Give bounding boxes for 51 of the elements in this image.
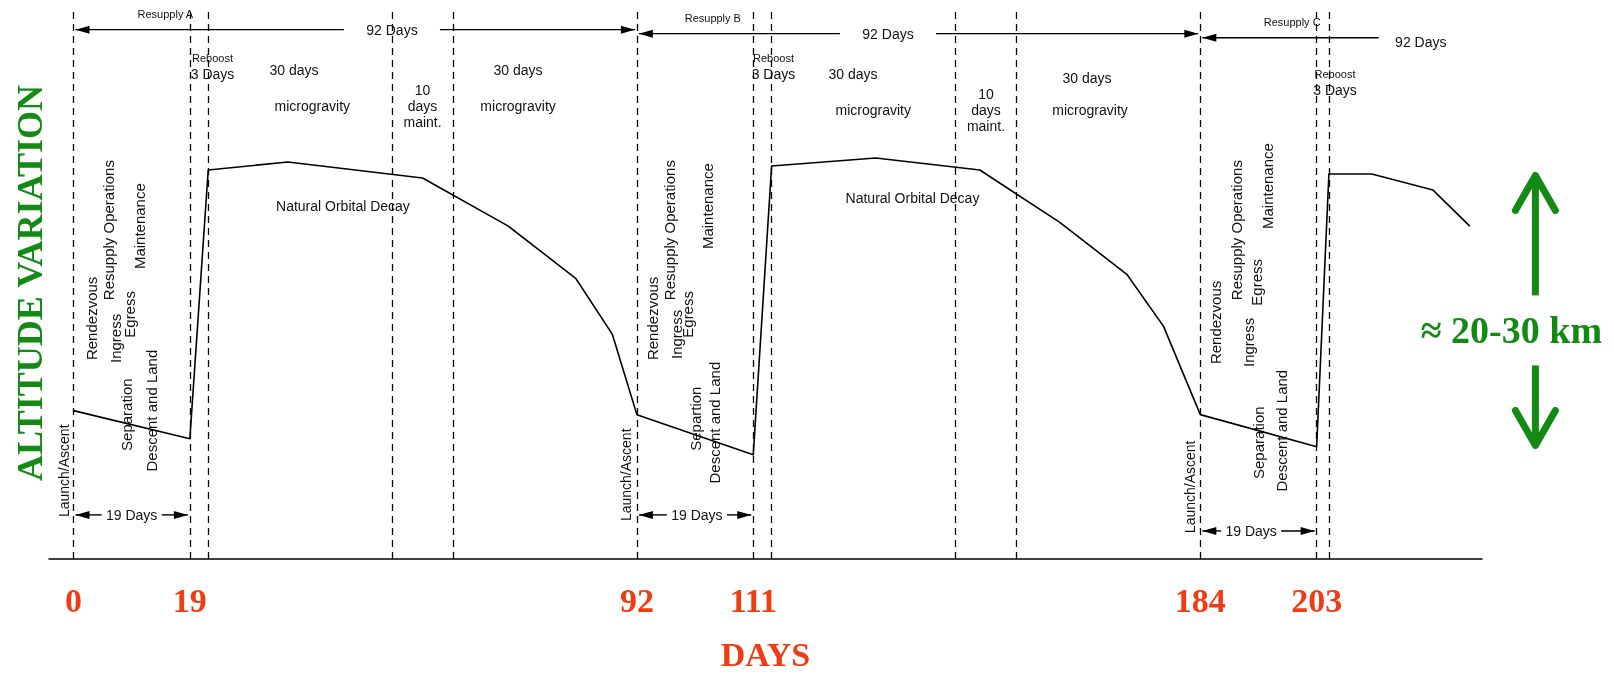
annotation: Launch/Ascent xyxy=(618,428,635,522)
annotation: Maintenance xyxy=(1259,143,1277,229)
text: 30 days xyxy=(1062,69,1112,86)
x-tick-label: 203 xyxy=(1291,581,1343,619)
annotation: Resupply Operations xyxy=(1227,160,1245,301)
annotation: Natural Orbital Decay xyxy=(845,190,980,207)
text: 92 Days xyxy=(862,25,914,42)
text: 3 Days xyxy=(190,65,235,82)
text: 10 days maint. xyxy=(966,85,1006,134)
annotation: 19 Days xyxy=(105,506,158,523)
annotation: Separation xyxy=(1249,406,1267,479)
annotation: Launch/Ascent xyxy=(1181,440,1198,534)
text: microgravity xyxy=(274,97,351,114)
text: Resupply B xyxy=(684,11,741,24)
text: 30 days xyxy=(828,65,878,82)
annotation: Descent and Land xyxy=(706,361,724,484)
x-tick-label: 111 xyxy=(729,581,777,619)
x-tick-label: 0 xyxy=(65,581,82,619)
annotation: Resupply Operations xyxy=(99,160,117,301)
x-tick-label: 92 xyxy=(619,581,654,619)
annotation: Rendezvous xyxy=(644,276,662,361)
text: Reboost xyxy=(752,51,794,64)
annotation: Rendezvous xyxy=(83,276,101,361)
x-axis-title: DAYS xyxy=(720,635,811,673)
x-tick-label: 19 xyxy=(172,581,207,619)
text: 30 days xyxy=(493,61,543,78)
annotation: ≈ 20-30 km xyxy=(1420,309,1603,352)
text: 10 days maint. xyxy=(403,81,442,130)
annotation: Maintenance xyxy=(131,183,149,270)
annotation: Rendezvous xyxy=(1207,280,1225,365)
annotation: Resupply Operations xyxy=(661,160,679,301)
text: microgravity xyxy=(835,101,912,118)
annotation: Ingress xyxy=(1239,317,1257,368)
text: microgravity xyxy=(1052,101,1128,118)
annotation: Separation xyxy=(118,378,136,451)
annotation: Launch/Ascent xyxy=(55,424,72,518)
text: microgravity xyxy=(480,97,556,114)
annotation: Egress xyxy=(1248,258,1266,306)
x-tick-label: 184 xyxy=(1174,581,1226,619)
text: Reboost xyxy=(192,51,233,64)
annotation: Descent and Land xyxy=(1272,369,1290,492)
y-axis-title: ALTITUDE VARIATION xyxy=(10,85,50,481)
text: 30 days xyxy=(269,61,319,78)
annotation: Descent and Land xyxy=(142,349,160,472)
text: 92 Days xyxy=(1395,33,1447,50)
annotation: Maintenance xyxy=(698,163,716,250)
text: 92 Days xyxy=(366,21,418,38)
annotation: 19 Days xyxy=(1225,522,1277,539)
annotation: 19 Days xyxy=(671,506,723,523)
annotation: Natural Orbital Decay xyxy=(276,198,410,215)
annotation: Separtion xyxy=(686,386,704,451)
